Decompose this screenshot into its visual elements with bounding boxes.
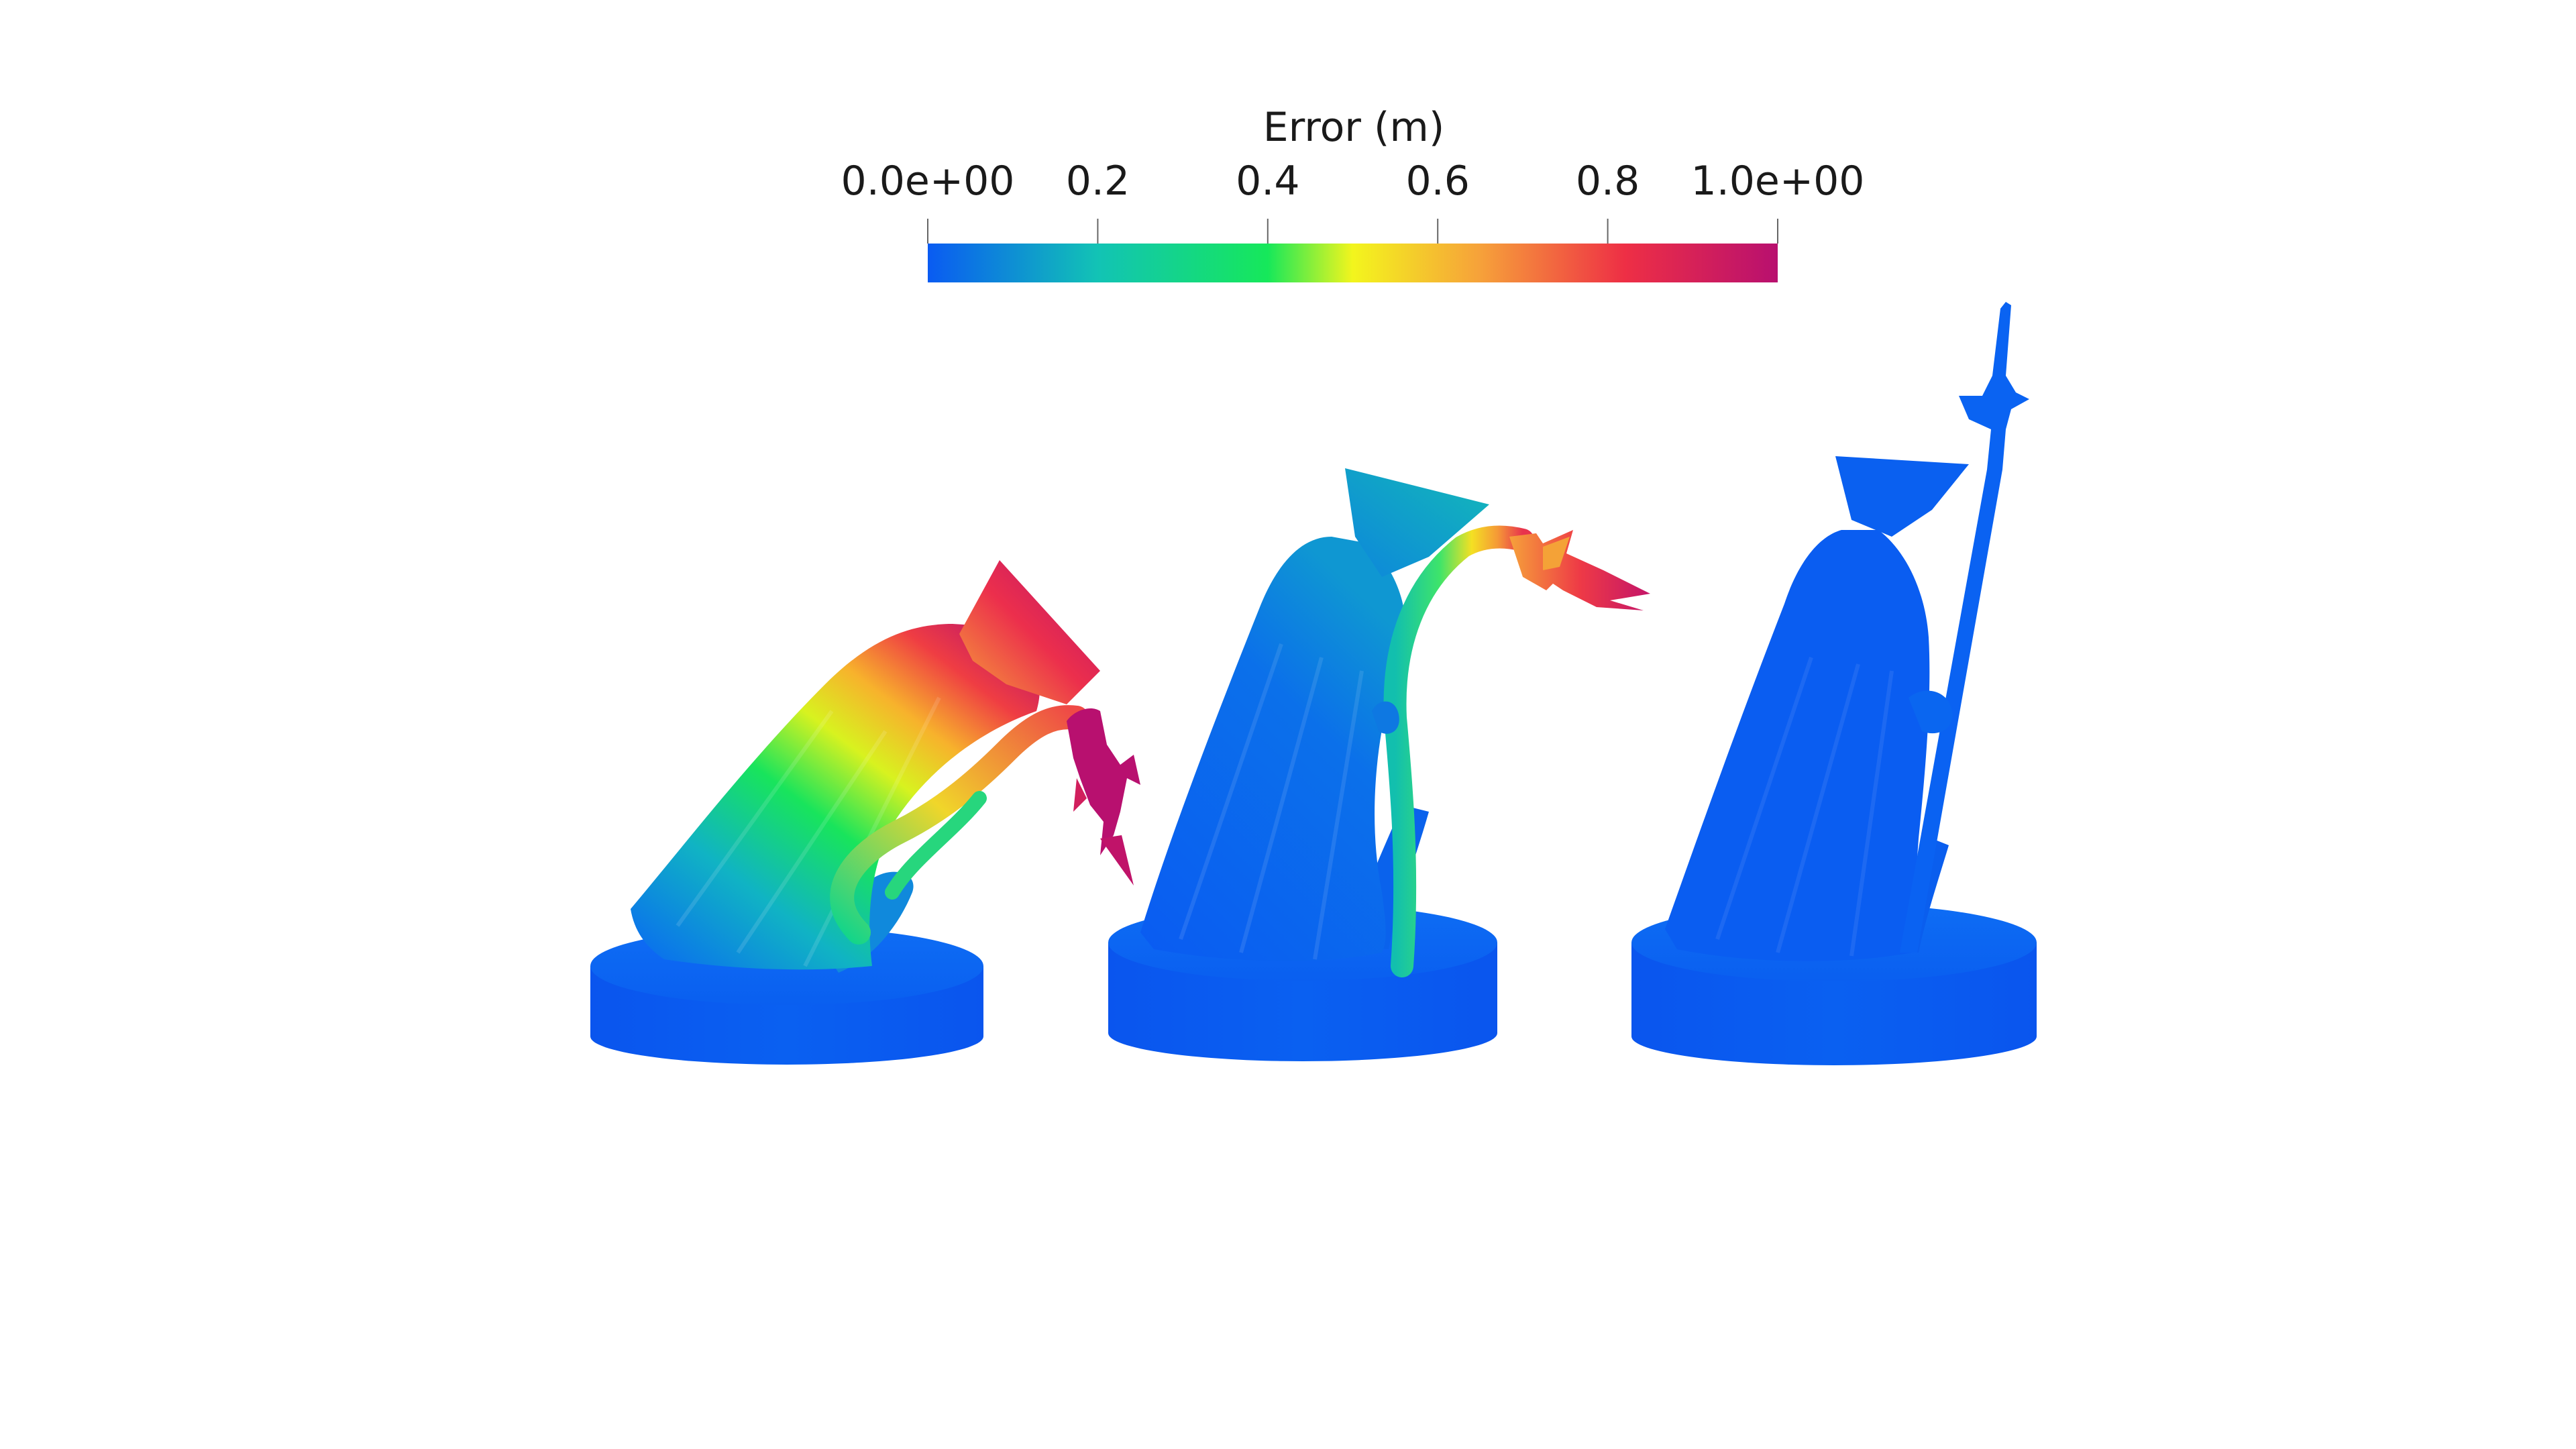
figure-3-staff-head xyxy=(1959,302,2029,470)
colorbar-title: Error (m) xyxy=(1263,104,1445,151)
figure-deformed-large xyxy=(590,560,1140,1065)
figure-1-hat xyxy=(959,560,1100,704)
colorbar: Error (m) 0.0e+00 0.2 0.4 0.6 0.8 1.0e+00 xyxy=(841,104,1865,282)
figure-1-cloak xyxy=(631,624,1040,970)
figure-3-cloak xyxy=(1665,530,1930,961)
colorbar-gradient xyxy=(928,244,1778,282)
figure-2-hat xyxy=(1345,468,1489,577)
colorbar-tick-label: 0.8 xyxy=(1576,158,1640,205)
figure-deformed-small xyxy=(1108,468,1650,1061)
colorbar-tick-labels: 0.0e+00 0.2 0.4 0.6 0.8 1.0e+00 xyxy=(841,158,1865,205)
figure-1-staff xyxy=(830,705,1089,945)
figure-2-staff-head xyxy=(1509,530,1650,610)
figure-2-cloak xyxy=(1140,537,1406,961)
figure-2-staff xyxy=(1383,525,1534,977)
colorbar-tick-label: 0.4 xyxy=(1236,158,1299,205)
figure-3-hat xyxy=(1835,456,1969,537)
colorbar-tick-label: 1.0e+00 xyxy=(1691,158,1865,205)
figure-reference xyxy=(1631,302,2037,1065)
colorbar-tick-label: 0.2 xyxy=(1066,158,1130,205)
colorbar-tick-label: 0.6 xyxy=(1405,158,1469,205)
colorbar-tick-marks xyxy=(927,219,1778,244)
colorbar-tick-label: 0.0e+00 xyxy=(841,158,1015,205)
figure-1-staff-head xyxy=(1067,708,1140,855)
